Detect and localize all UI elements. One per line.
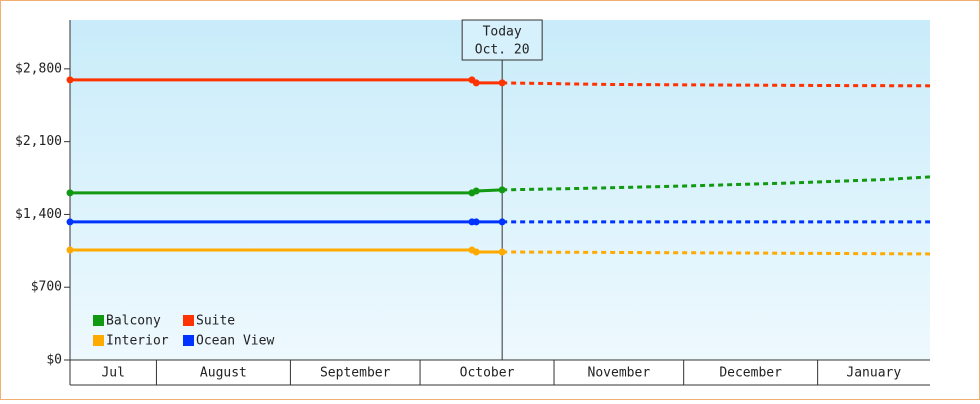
point — [66, 189, 74, 197]
point — [66, 76, 74, 84]
point — [498, 79, 506, 87]
legend-label: Interior — [106, 334, 169, 349]
point — [472, 187, 480, 195]
legend-swatch — [183, 315, 194, 326]
point — [498, 248, 506, 256]
y-tick-label: $2,800 — [15, 61, 62, 76]
point — [498, 218, 506, 226]
today-box — [461, 19, 543, 61]
line-forecast — [502, 250, 931, 256]
point — [498, 186, 506, 194]
x-tick-label: October — [460, 366, 515, 381]
legend-swatch — [183, 335, 194, 346]
point — [472, 79, 480, 87]
point — [472, 218, 480, 226]
x-tick-label: Jul — [101, 366, 124, 381]
legend-swatch — [93, 315, 104, 326]
legend-label: Balcony — [106, 314, 161, 329]
point — [66, 246, 74, 254]
today-date: Oct. 20 — [475, 43, 530, 58]
y-tick-label: $700 — [31, 280, 62, 295]
line-forecast — [502, 175, 931, 192]
legend-swatch — [93, 335, 104, 346]
legend-label: Ocean View — [196, 334, 274, 349]
y-tick-label: $2,100 — [15, 134, 62, 149]
x-tick-label: December — [719, 366, 782, 381]
legend-label: Suite — [196, 314, 235, 329]
x-tick-label: August — [200, 366, 247, 381]
today-label: Today — [483, 25, 522, 40]
point — [66, 218, 74, 226]
y-tick-label: $0 — [46, 353, 62, 368]
x-tick-label: September — [320, 366, 391, 381]
point — [472, 248, 480, 256]
x-tick-label: January — [846, 366, 901, 381]
line-forecast — [502, 81, 931, 88]
y-tick-label: $1,400 — [15, 207, 62, 222]
x-tick-label: November — [588, 366, 651, 381]
